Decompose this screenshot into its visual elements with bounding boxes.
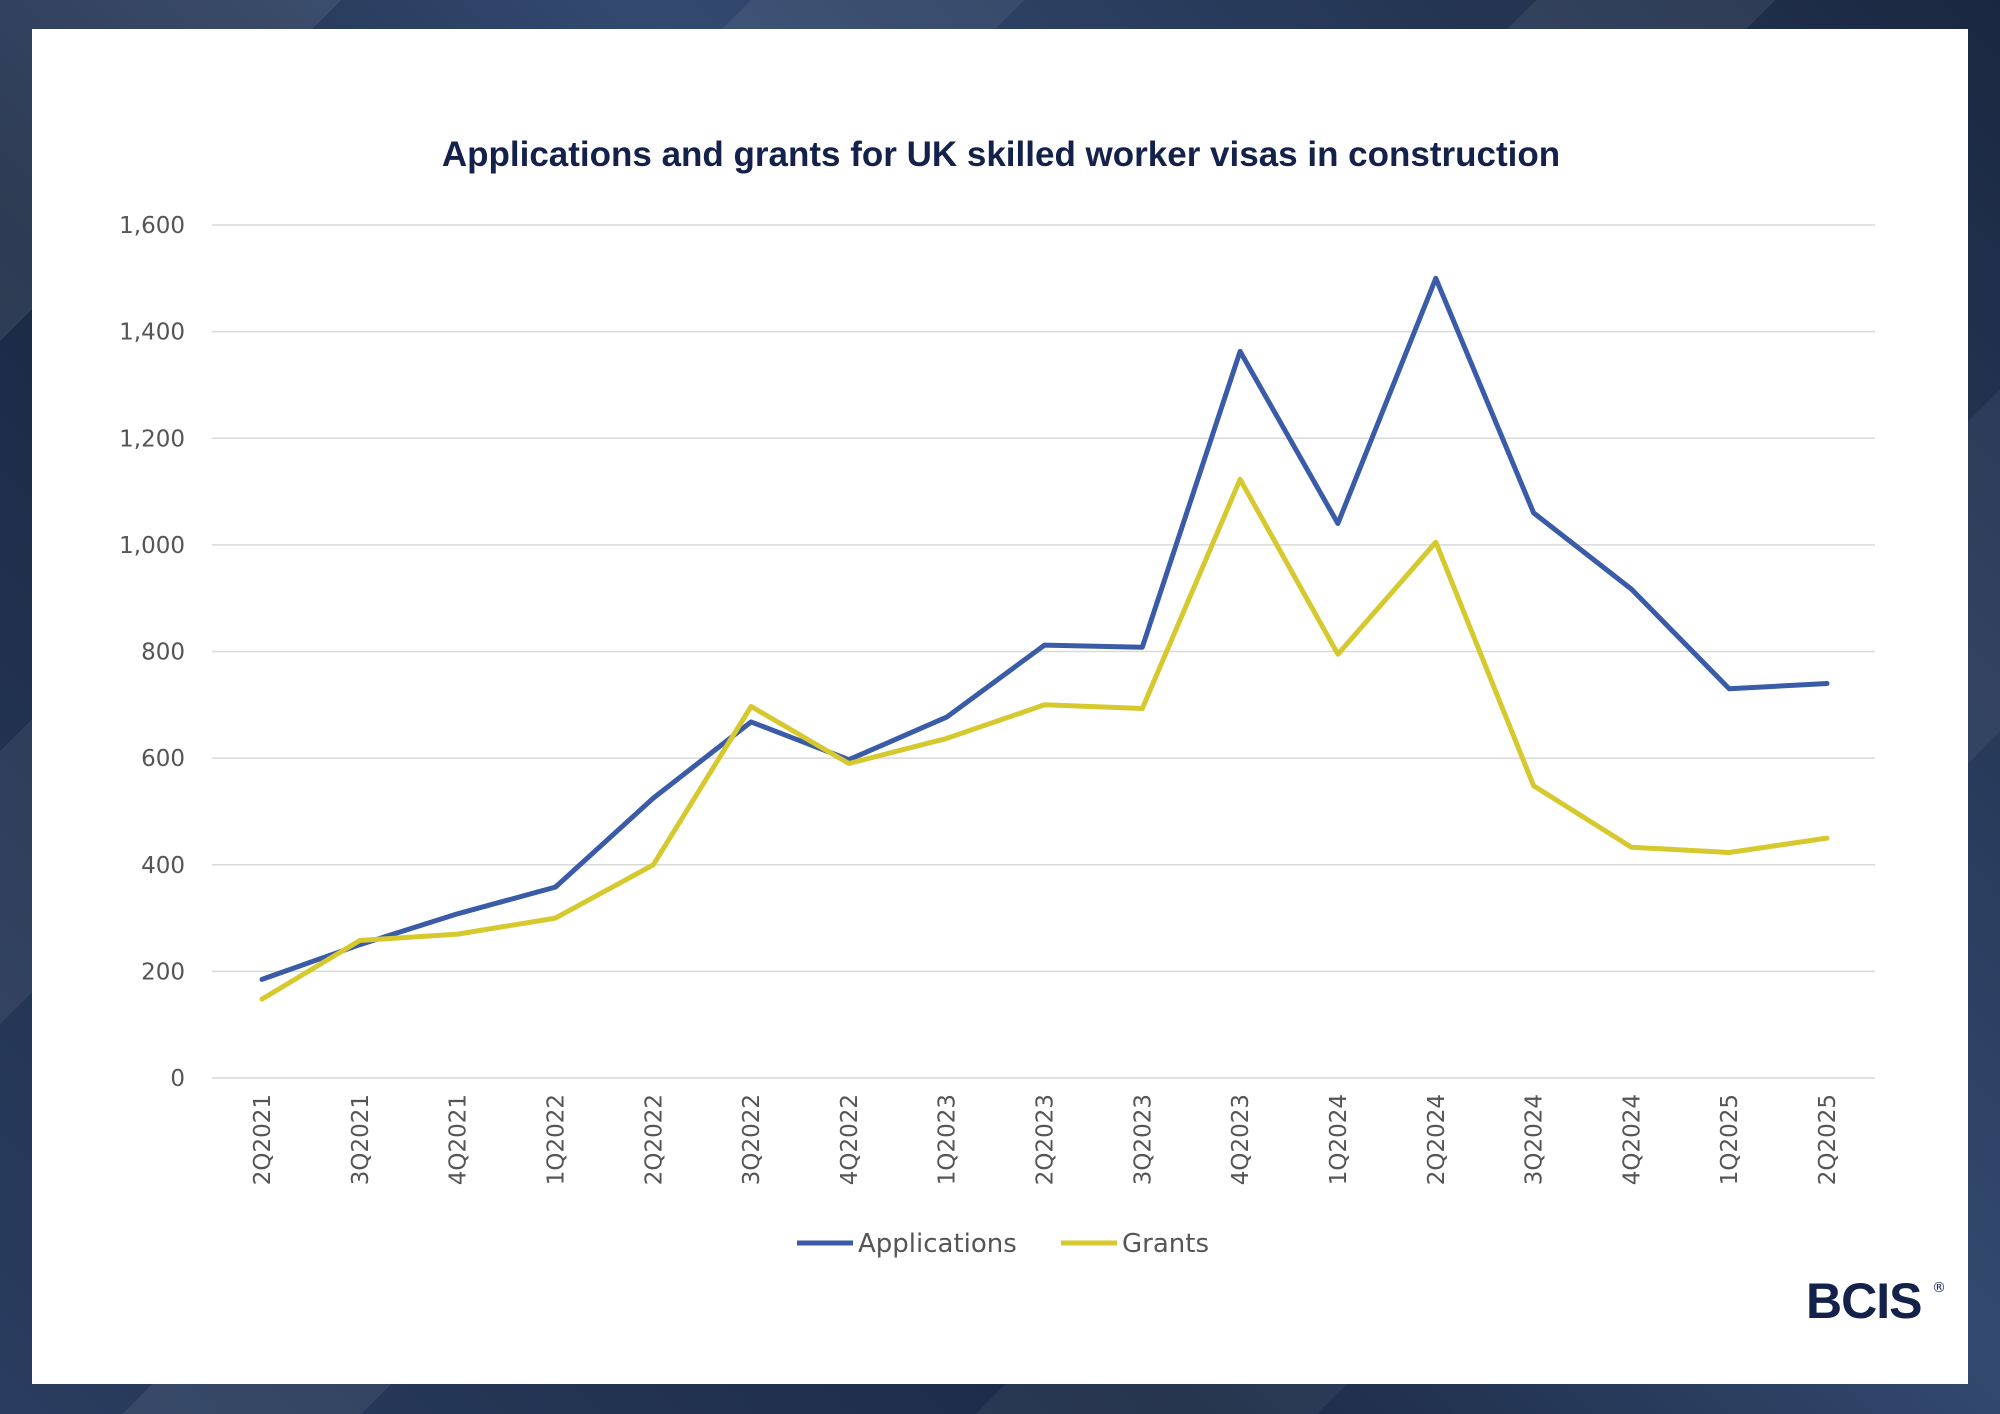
gridlines [212, 224, 1875, 1079]
x-tick-label: 1Q2023 [935, 1094, 961, 1185]
x-tick-label: 3Q2022 [739, 1094, 765, 1185]
x-tick-label: 4Q2021 [446, 1094, 472, 1185]
x-tick-label: 4Q2023 [1228, 1094, 1254, 1185]
y-tick-label: 400 [141, 853, 185, 879]
legend-label-grants: Grants [1122, 1229, 1209, 1259]
registered-mark: ® [1932, 1280, 1946, 1296]
x-tick-label: 3Q2024 [1522, 1094, 1548, 1185]
x-tick-label: 3Q2021 [348, 1094, 374, 1185]
legend-label-applications: Applications [858, 1229, 1017, 1259]
x-tick-label: 1Q2022 [543, 1094, 569, 1185]
x-tick-label: 2Q2025 [1815, 1094, 1841, 1185]
y-tick-label: 0 [170, 1066, 185, 1092]
bcis-logo-text: BCIS [1806, 1273, 1921, 1329]
x-tick-label: 2Q2024 [1424, 1094, 1450, 1185]
y-tick-label: 200 [141, 959, 185, 985]
y-tick-label: 1,400 [119, 320, 185, 346]
bcis-logo: BCIS ® [1806, 1273, 1946, 1329]
chart-title: Applications and grants for UK skilled w… [442, 135, 1560, 174]
series-lines [259, 275, 1830, 1002]
x-tick-label: 3Q2023 [1130, 1094, 1156, 1185]
y-tick-label: 1,600 [119, 213, 185, 239]
x-tick-label: 2Q2021 [250, 1094, 276, 1185]
y-tick-label: 1,000 [119, 533, 185, 559]
x-tick-label: 1Q2025 [1717, 1094, 1743, 1185]
series-line-applications [259, 275, 1830, 982]
x-tick-label: 1Q2024 [1326, 1094, 1352, 1185]
legend: Applications Grants [797, 1229, 1209, 1259]
y-tick-label: 800 [141, 640, 185, 666]
y-axis-ticks: 0 200 400 600 800 1,000 1,200 1,400 1,600 [119, 213, 185, 1092]
x-tick-label: 4Q2022 [837, 1094, 863, 1185]
x-tick-label: 4Q2024 [1619, 1094, 1645, 1185]
x-axis-ticks: 2Q2021 3Q2021 4Q2021 1Q2022 2Q2022 3Q2022 4Q20… [250, 1094, 1841, 1185]
y-tick-label: 600 [141, 746, 185, 772]
x-tick-label: 2Q2023 [1033, 1094, 1059, 1185]
y-tick-label: 1,200 [119, 426, 185, 452]
x-tick-label: 2Q2022 [641, 1094, 667, 1185]
chart-card [32, 29, 1968, 1384]
